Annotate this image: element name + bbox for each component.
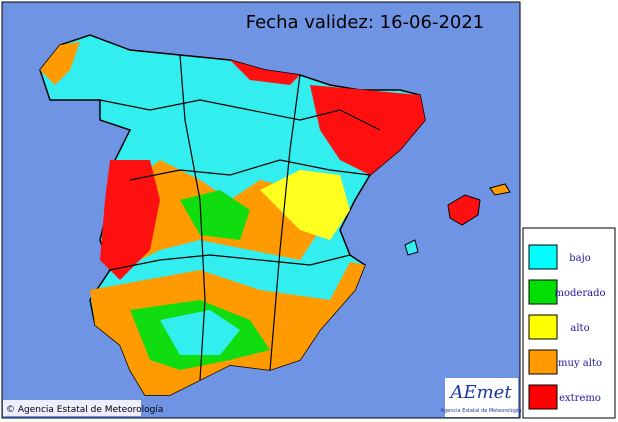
legend-label: extremo [559,393,601,404]
island [404,239,419,256]
legend-swatch [528,314,558,340]
logo-box [445,378,518,417]
legend-label: bajo [569,253,590,264]
patch-orange-nw [40,42,80,85]
copyright-box [3,400,141,416]
legend-label: alto [570,323,589,334]
copyright: © Agencia Estatal de Meteorología [6,405,163,415]
legend-swatch [528,384,558,410]
patch-cyan [160,310,240,355]
province-border [179,54,206,381]
province-border [109,254,351,271]
logo-mark: AEmet [448,382,512,403]
patch-green-2 [180,190,250,240]
province-border [269,74,301,371]
province-border [99,99,381,131]
patch-yellow [260,170,350,240]
legend-label: muy alto [558,358,602,369]
patch-red-n [230,60,300,85]
island [447,194,481,226]
patch-red-west [100,160,160,280]
legend-label: moderado [555,288,606,299]
legend-swatch [528,244,558,270]
patch-red-ne [310,85,425,175]
province-border [129,159,371,181]
island [489,183,511,196]
logo-caption: Agencia Estatal de Meteorología [441,407,522,414]
map-title: Fecha validez: 16-06-2021 [246,12,485,33]
legend: bajo moderado alto muy alto extremo [528,244,606,410]
legend-swatch [528,279,558,305]
legend-swatch [528,349,558,375]
